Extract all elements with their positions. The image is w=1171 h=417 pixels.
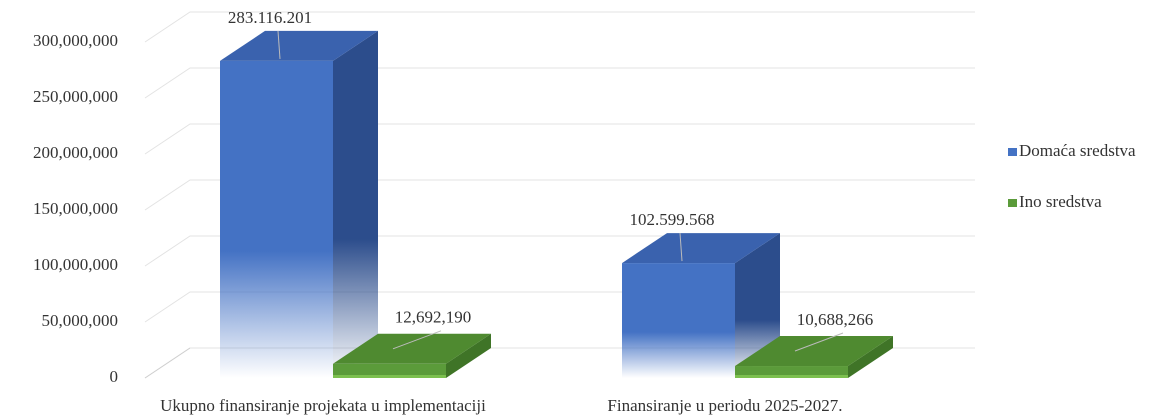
- leader-line: [277, 30, 281, 59]
- y-tick-label: 200,000,000: [33, 143, 118, 162]
- bar: [220, 60, 333, 379]
- bar-edge: [735, 375, 848, 378]
- bar-edge: [333, 375, 446, 378]
- legend-swatch: [1008, 199, 1017, 207]
- bar-top: [333, 333, 491, 364]
- leader-line: [679, 233, 683, 262]
- data-label: 12,692,190: [395, 308, 472, 327]
- leader-line: [794, 332, 844, 352]
- legend-label: Ino sredstva: [1019, 192, 1102, 211]
- bar-side: [446, 333, 491, 378]
- y-tick-label: 150,000,000: [33, 199, 118, 218]
- bar-top: [220, 30, 378, 61]
- data-label: 283.116.201: [228, 8, 312, 27]
- bar: [735, 366, 848, 378]
- grid-line: [144, 11, 975, 43]
- bar-side: [333, 30, 378, 379]
- x-tick-label: Ukupno finansiranje projekata u implemen…: [160, 396, 486, 415]
- data-label: 102.599.568: [630, 210, 715, 229]
- legend-swatch: [1008, 148, 1017, 156]
- grid-line: [144, 67, 975, 99]
- leader-line: [392, 330, 442, 350]
- bar-top: [735, 336, 893, 367]
- y-tick-label: 100,000,000: [33, 255, 118, 274]
- bar-side: [735, 233, 780, 378]
- data-label: 10,688,266: [797, 310, 874, 329]
- legend-label: Domaća sredstva: [1019, 141, 1136, 160]
- bar-top: [622, 233, 780, 264]
- y-tick-label: 300,000,000: [33, 31, 118, 50]
- bar: [622, 263, 735, 378]
- axis-line: [144, 347, 191, 379]
- bar: [333, 363, 446, 378]
- grid-line: [144, 179, 975, 211]
- x-tick-label: Finansiranje u periodu 2025-2027.: [607, 396, 842, 415]
- bar-side: [848, 336, 893, 378]
- grid-line: [144, 123, 975, 155]
- y-tick-label: 50,000,000: [42, 311, 119, 330]
- y-tick-label: 250,000,000: [33, 87, 118, 106]
- y-tick-label: 0: [110, 367, 119, 386]
